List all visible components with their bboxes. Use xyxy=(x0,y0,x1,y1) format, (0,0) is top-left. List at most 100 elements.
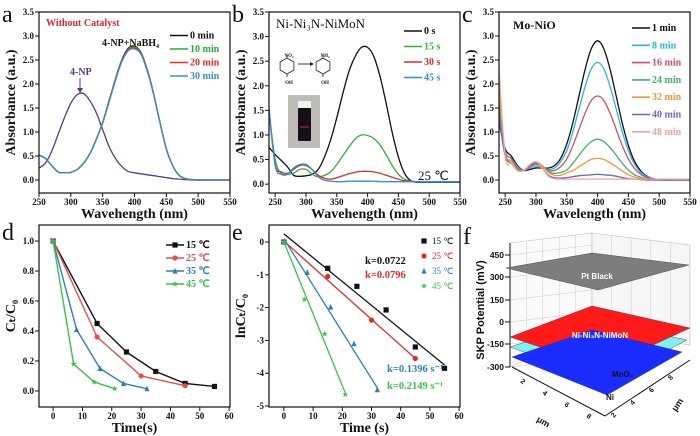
series-25--point xyxy=(325,273,331,280)
y-floor-tick-label: 4 xyxy=(629,399,637,407)
x-tick-label: 300 xyxy=(529,197,543,207)
series-15--point xyxy=(354,283,360,289)
x-floor-tick-label: 4 xyxy=(541,390,549,398)
panel-c-chart: 250 300 350 400 450 500 550 0.0 0.5 1.0 1.5 2.0 2.5 3… xyxy=(464,7,697,222)
label-oh: OH xyxy=(285,81,293,86)
x-tick-label: 450 xyxy=(622,197,636,207)
y-tick-label: 0.0 xyxy=(253,179,265,189)
series-45--point xyxy=(111,385,118,392)
y-tick-label: 1.0 xyxy=(23,236,35,246)
surface-label-ni-ni3n-nimon: Ni-Ni₃N-NiMoN xyxy=(572,331,628,340)
rate-constant-label: k=0.1396 s⁻¹ xyxy=(387,364,443,375)
y-tick-label: 3.0 xyxy=(483,31,495,41)
x-tick-label: 20 xyxy=(107,411,117,421)
series-4-np-line xyxy=(39,92,230,181)
y-floor-tick-label: 8 xyxy=(667,374,675,382)
series-45--point xyxy=(301,296,308,302)
vial-cap xyxy=(298,101,311,108)
4-nitrophenol-structure xyxy=(279,57,295,75)
x-tick-label: 30 xyxy=(137,411,147,421)
series-45--point xyxy=(342,391,349,398)
legend-label: 1 min xyxy=(652,23,677,34)
legend-marker xyxy=(172,280,178,287)
z-tick-label: -150 xyxy=(487,339,504,349)
y-tick-label: -1 xyxy=(257,270,265,280)
grid-line xyxy=(509,289,593,301)
plot-area xyxy=(280,233,448,398)
y-tick-label: 0.5 xyxy=(23,151,35,161)
label-nh2: NH₂ xyxy=(321,54,331,59)
x-tick-label: 20 xyxy=(338,411,348,421)
series-45--point xyxy=(70,360,77,367)
x-tick-label: 400 xyxy=(128,197,142,207)
annotation-catalyst-name: Mo-NiO xyxy=(513,18,556,32)
arrow-head-icon xyxy=(77,88,83,93)
rate-constant-label: k=0.0796 xyxy=(365,270,406,281)
series-25--point xyxy=(412,355,418,362)
x-axis-label: Wavelength (nm) xyxy=(543,207,646,222)
panel-e-chart: 0 10 20 30 40 50 60 -5 -4 -3 -2 -1 0 Time (s) lnCₜ/C₀ 1… xyxy=(234,224,464,436)
x-tick-label: 0 xyxy=(51,411,56,421)
y-tick-label: 1.5 xyxy=(483,103,495,113)
y-axis-label: Absorbance (a.u.) xyxy=(464,49,479,156)
legend-label: 25 ℃ xyxy=(432,251,453,261)
legend-label: 0 min xyxy=(190,31,215,42)
y-tick-label: 3.0 xyxy=(253,32,265,42)
series-15--line xyxy=(52,240,215,388)
y-tick-label: 0.5 xyxy=(253,155,265,165)
x-tick-label: 50 xyxy=(425,411,435,421)
series-35--fit-line xyxy=(283,238,378,389)
label-oh: OH xyxy=(321,81,329,86)
y-tick-label: 2.5 xyxy=(23,55,35,65)
panel-label-e: e xyxy=(232,220,243,246)
x-axis-label: Time(s) xyxy=(112,421,158,436)
annotation-4np-nabh4: 4-NP+NaBH₄ xyxy=(102,38,159,49)
x-tick-label: 10 xyxy=(78,411,88,421)
x-tick-label: 400 xyxy=(361,197,375,207)
annotation-catalyst-name: Ni-Ni₃N-NiMoN xyxy=(276,16,366,31)
y-tick-label: 3.5 xyxy=(253,7,265,17)
legend-label: 40 min xyxy=(652,110,682,121)
legend-marker xyxy=(421,253,427,259)
legend-label: 8 min xyxy=(652,40,677,51)
x-tick-label: 450 xyxy=(392,197,406,207)
legend-label: 32 min xyxy=(652,92,682,103)
series-35--point xyxy=(374,386,380,393)
x-axis-label: Wavehength (nm) xyxy=(81,207,188,222)
series-15--point xyxy=(153,368,159,375)
plot-frame xyxy=(38,224,231,408)
y-tick-label: 2.0 xyxy=(253,81,265,91)
x-axis xyxy=(511,366,606,417)
y-tick-label: -3 xyxy=(257,335,265,345)
surface-label-ni: Ni xyxy=(606,393,614,402)
series-30-min-line xyxy=(39,48,230,181)
z-tick-label: 150 xyxy=(490,295,504,305)
grid-line xyxy=(509,244,593,256)
y-floor-tick-label: 6 xyxy=(648,387,656,395)
x-tick-label: 30 xyxy=(367,411,377,421)
y-tick-label: 1.0 xyxy=(23,127,35,137)
z-tick-label: 0 xyxy=(499,317,504,327)
legend-label: 30 s xyxy=(424,57,441,68)
series-45--point xyxy=(91,378,98,385)
series-25--point xyxy=(138,373,144,379)
z-tick-label: -300 xyxy=(487,362,504,372)
y-tick-label: 1.0 xyxy=(253,130,265,140)
legend-label: 45 ℃ xyxy=(186,279,210,290)
surface-label-moo2: MoO₂ xyxy=(612,370,634,379)
legend-marker xyxy=(421,238,427,244)
y-tick-label: 1.5 xyxy=(23,103,35,113)
x-tick-label: 500 xyxy=(422,197,436,207)
legend-label: 15 ℃ xyxy=(186,240,210,251)
y-axis-label: lnCₜ/C₀ xyxy=(234,294,249,338)
series-35--point xyxy=(120,380,127,387)
x-axis-label: Wavehength (nm) xyxy=(311,207,418,222)
x-axis-label: μm xyxy=(535,414,552,429)
x-axis-label: Time (s) xyxy=(340,421,389,436)
rate-constant-label: k=0.2149 s⁻¹ xyxy=(387,381,443,392)
legend-marker xyxy=(172,267,178,274)
series-15--point xyxy=(325,265,331,271)
legend-marker xyxy=(172,242,178,248)
legend-label: 20 min xyxy=(190,58,220,69)
series-15--point xyxy=(123,349,130,355)
